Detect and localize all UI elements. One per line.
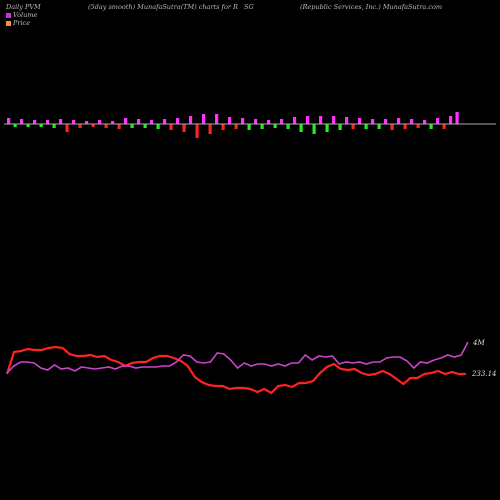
- price-end-label: 233.14: [471, 370, 497, 378]
- pvm-bar: [104, 124, 108, 128]
- pvm-bar: [143, 124, 147, 128]
- chart-subtitle: (5day smooth) MunafaSutra(TM) charts for…: [88, 3, 238, 11]
- pvm-bar: [267, 120, 271, 124]
- pvm-bar: [429, 124, 433, 129]
- pvm-bar: [442, 124, 446, 129]
- legend-price-swatch: [6, 20, 11, 26]
- chart-title: Daily PVM: [6, 3, 41, 11]
- pvm-bar: [182, 124, 186, 132]
- pvm-bar: [13, 124, 17, 127]
- pvm-bar: [312, 124, 316, 134]
- pvm-bar: [423, 120, 427, 124]
- legend-price: Price: [6, 19, 30, 27]
- pvm-bar: [156, 124, 160, 129]
- pvm-bar: [228, 117, 232, 124]
- pvm-bar: [325, 124, 329, 132]
- pvm-bar: [46, 120, 50, 124]
- pvm-bar: [345, 117, 349, 124]
- pvm-bar: [163, 119, 167, 124]
- price-line: [5, 345, 466, 395]
- pvm-bar: [202, 114, 206, 124]
- pvm-bar: [410, 119, 414, 124]
- pvm-bar: [20, 119, 24, 124]
- pvm-bar: [111, 121, 115, 124]
- volume-end-label: 4M: [472, 339, 485, 347]
- pvm-bar: [52, 124, 56, 128]
- pvm-bar: [254, 119, 258, 124]
- pvm-bar: [33, 120, 37, 124]
- pvm-bar: [247, 124, 251, 130]
- pvm-bar: [215, 114, 219, 124]
- pvm-bar: [39, 124, 43, 127]
- pvm-bar: [273, 124, 277, 128]
- pvm-bar: [390, 124, 394, 130]
- pvm-bar: [455, 112, 459, 124]
- pvm-bar: [72, 120, 76, 124]
- pvm-bar: [377, 124, 381, 129]
- pvm-bar: [169, 124, 173, 130]
- pvm-bar: [351, 124, 355, 129]
- legend-price-label: Price: [13, 19, 31, 27]
- chart-subtitle-ticker: SG: [244, 3, 254, 11]
- pvm-bars: [7, 112, 459, 138]
- pvm-bar: [150, 120, 154, 124]
- pvm-bar: [338, 124, 342, 130]
- pvm-bar: [306, 116, 310, 124]
- pvm-bar: [449, 116, 453, 124]
- company-label: (Republic Services, Inc.) MunafaSutra.co…: [300, 3, 443, 11]
- pvm-bar: [117, 124, 121, 129]
- pvm-bar: [65, 124, 69, 132]
- pvm-bar: [221, 124, 225, 130]
- pvm-bar: [319, 116, 323, 124]
- pvm-bar: [124, 118, 128, 124]
- pvm-bar: [371, 119, 375, 124]
- pvm-bar: [234, 124, 238, 129]
- pvm-bar: [241, 118, 245, 124]
- pvm-bar: [286, 124, 290, 129]
- pvm-bar: [137, 119, 141, 124]
- pvm-bar: [397, 118, 401, 124]
- pvm-bar: [7, 118, 11, 124]
- pvm-bar: [78, 124, 82, 128]
- volume-line: [6, 341, 469, 374]
- legend-volume: Volume: [6, 11, 37, 19]
- legend-volume-label: Volume: [13, 11, 38, 19]
- pvm-bar: [364, 124, 368, 129]
- pvm-bar: [176, 118, 180, 124]
- pvm-bar: [332, 116, 336, 124]
- pvm-bar: [98, 120, 102, 124]
- pvm-bar: [208, 124, 212, 134]
- pvm-bar: [299, 124, 303, 132]
- legend-volume-swatch: [6, 12, 11, 18]
- pvm-bar: [91, 124, 95, 127]
- pvm-bar: [358, 118, 362, 124]
- pvm-bar: [26, 124, 30, 127]
- pvm-bar: [280, 119, 284, 124]
- pvm-bar: [195, 124, 199, 138]
- pvm-bar: [403, 124, 407, 129]
- pvm-bar: [85, 121, 89, 124]
- pvm-bar: [260, 124, 264, 129]
- pvm-bar: [59, 119, 63, 124]
- pvm-bar: [130, 124, 134, 128]
- pvm-bar: [416, 124, 420, 128]
- pvm-bar: [293, 117, 297, 124]
- pvm-bar: [436, 118, 440, 124]
- pvm-bar: [384, 119, 388, 124]
- pvm-bar: [189, 116, 193, 124]
